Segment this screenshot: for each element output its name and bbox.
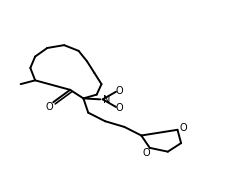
Text: O: O [116,86,123,96]
Text: O: O [46,102,53,112]
Text: O: O [142,148,150,158]
Text: N: N [103,95,110,105]
Text: O: O [180,123,187,133]
Text: O: O [116,103,123,113]
